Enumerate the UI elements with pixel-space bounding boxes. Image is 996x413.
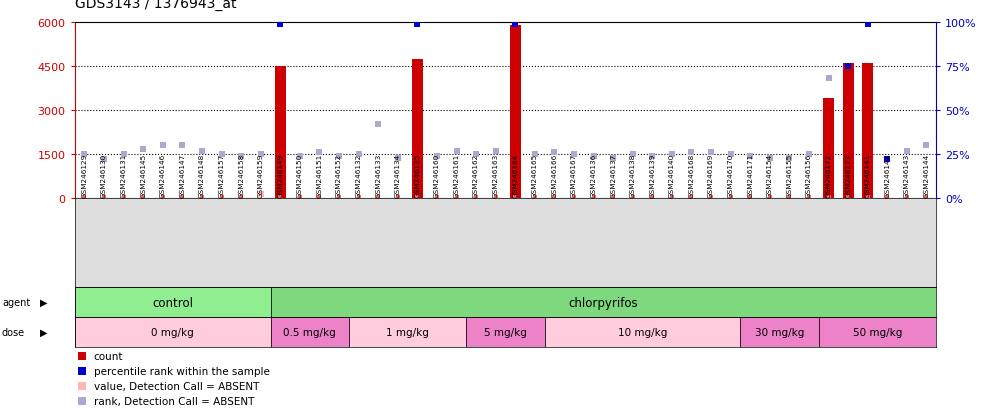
Text: 50 mg/kg: 50 mg/kg bbox=[853, 327, 902, 337]
Text: 30 mg/kg: 30 mg/kg bbox=[755, 327, 805, 337]
Bar bbox=[843, 64, 854, 199]
Bar bbox=[545, 317, 740, 347]
Bar bbox=[75, 317, 271, 347]
Bar bbox=[349, 317, 466, 347]
Bar bbox=[863, 64, 873, 199]
Text: 1 mg/kg: 1 mg/kg bbox=[386, 327, 429, 337]
Text: dose: dose bbox=[2, 327, 25, 337]
Text: chlorpyrifos: chlorpyrifos bbox=[569, 296, 638, 309]
Text: 0 mg/kg: 0 mg/kg bbox=[151, 327, 194, 337]
Text: ▶: ▶ bbox=[40, 327, 48, 337]
Text: 10 mg/kg: 10 mg/kg bbox=[618, 327, 667, 337]
Bar bbox=[275, 67, 286, 199]
Bar bbox=[740, 317, 819, 347]
Bar bbox=[271, 287, 936, 317]
Bar bbox=[823, 99, 834, 199]
Bar bbox=[75, 287, 271, 317]
Text: percentile rank within the sample: percentile rank within the sample bbox=[94, 366, 270, 376]
Text: 5 mg/kg: 5 mg/kg bbox=[484, 327, 527, 337]
Text: value, Detection Call = ABSENT: value, Detection Call = ABSENT bbox=[94, 382, 259, 392]
Text: GDS3143 / 1376943_at: GDS3143 / 1376943_at bbox=[75, 0, 236, 11]
Text: control: control bbox=[152, 296, 193, 309]
Text: count: count bbox=[94, 351, 124, 361]
Text: ▶: ▶ bbox=[40, 297, 48, 307]
Bar bbox=[271, 317, 349, 347]
Text: 0.5 mg/kg: 0.5 mg/kg bbox=[283, 327, 336, 337]
Bar bbox=[466, 317, 545, 347]
Bar bbox=[510, 26, 521, 199]
Bar bbox=[412, 60, 422, 199]
Text: rank, Detection Call = ABSENT: rank, Detection Call = ABSENT bbox=[94, 396, 254, 406]
Text: agent: agent bbox=[2, 297, 30, 307]
Bar bbox=[819, 317, 936, 347]
